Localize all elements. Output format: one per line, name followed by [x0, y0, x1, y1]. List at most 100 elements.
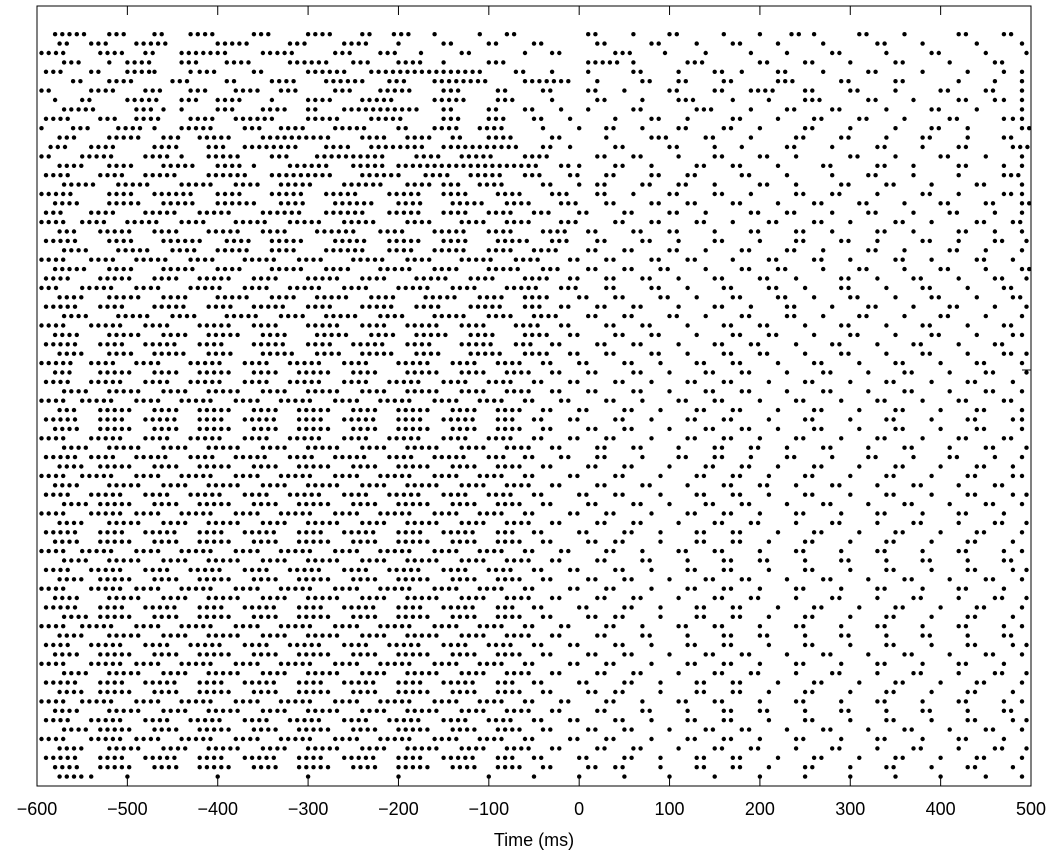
spike-dot: [837, 520, 842, 526]
spike-dot: [284, 238, 289, 244]
spike-dot: [394, 436, 399, 441]
spike-dot: [548, 407, 553, 413]
spike-dot: [240, 736, 246, 742]
spike-dot: [130, 126, 135, 131]
spike-dot: [472, 727, 477, 732]
spike-dot: [157, 530, 163, 535]
spike-dot: [257, 530, 262, 535]
spike-dot: [965, 351, 970, 356]
spike-dot: [121, 79, 126, 84]
spike-dot: [282, 520, 287, 526]
spike-dot: [488, 257, 493, 262]
spike-dot: [504, 483, 510, 488]
spike-dot: [152, 689, 157, 695]
spike-dot: [367, 135, 372, 140]
spike-dot: [446, 473, 452, 479]
spike-dot: [387, 191, 392, 197]
spike-dot: [150, 530, 155, 535]
spike-dot: [539, 642, 544, 648]
spike-dot: [242, 642, 247, 648]
spike-dot: [277, 248, 282, 253]
spike-dot: [604, 173, 609, 178]
spike-dot: [938, 266, 943, 272]
spike-dot: [483, 304, 488, 309]
spike-dot: [419, 69, 425, 75]
spike-dot: [446, 586, 452, 591]
spike-dot: [396, 173, 401, 178]
spike-dot: [385, 548, 390, 554]
spike-dot: [929, 107, 934, 112]
spike-dot: [513, 144, 519, 150]
spike-dot: [604, 436, 609, 441]
spike-dot: [544, 332, 549, 338]
spike-dot: [481, 708, 486, 713]
spike-dot: [260, 558, 266, 563]
spike-dot: [380, 257, 385, 262]
spike-dot: [493, 436, 499, 441]
spike-dot: [260, 107, 266, 112]
spike-dot: [327, 483, 332, 488]
spike-dot: [233, 473, 238, 479]
spike-dot: [114, 32, 119, 37]
spike-dot: [76, 501, 81, 507]
spike-dot: [461, 313, 466, 319]
spike-dot: [730, 539, 735, 544]
spike-dot: [737, 765, 743, 770]
spike-dot: [674, 191, 679, 197]
spike-dot: [419, 746, 425, 751]
spike-dot: [519, 558, 524, 563]
spike-dot: [378, 511, 383, 516]
spike-dot: [434, 389, 439, 394]
spike-dot: [528, 257, 533, 262]
spike-dot: [436, 304, 441, 309]
spike-dot: [331, 191, 336, 197]
spike-dot: [728, 285, 734, 291]
spike-dot: [448, 718, 454, 723]
spike-dot: [956, 32, 961, 37]
spike-dot: [399, 88, 405, 93]
spike-dot: [463, 718, 468, 723]
spike-dot: [219, 755, 224, 760]
spike-dot: [911, 304, 916, 309]
spike-dot: [455, 210, 461, 215]
spike-dot: [441, 680, 446, 685]
spike-dot: [159, 765, 164, 770]
spike-dot: [219, 577, 224, 582]
spike-dot: [206, 351, 211, 356]
spike-dot: [757, 736, 763, 742]
spike-dot: [613, 492, 618, 497]
spike-dot: [929, 417, 934, 422]
spike-dot: [64, 407, 70, 413]
spike-dot: [828, 652, 833, 657]
spike-dot: [748, 454, 754, 460]
spike-dot: [264, 605, 269, 610]
spike-dot: [613, 417, 618, 422]
spike-dot: [432, 229, 437, 234]
spike-dot: [150, 379, 155, 385]
spike-dot: [649, 285, 654, 291]
spike-dot: [60, 539, 65, 544]
spike-dot: [175, 445, 181, 450]
spike-dot: [251, 464, 257, 469]
spike-dot: [273, 464, 278, 469]
spike-dot: [622, 755, 627, 760]
spike-dot: [521, 323, 526, 328]
spike-dot: [365, 689, 370, 695]
spike-dot: [577, 163, 582, 168]
spike-dot: [197, 238, 202, 244]
spike-dot: [69, 389, 74, 394]
spike-dot: [197, 680, 202, 685]
spike-dot: [152, 426, 157, 432]
spike-dot: [929, 219, 934, 225]
spike-dot: [51, 680, 56, 685]
spike-dot: [381, 671, 387, 676]
spike-dot: [372, 370, 378, 375]
spike-dot: [211, 577, 217, 582]
spike-dot: [356, 41, 361, 46]
spike-dot: [530, 79, 535, 84]
spike-dot: [333, 88, 338, 93]
spike-dot: [374, 595, 379, 601]
spike-dot: [746, 266, 752, 272]
spike-dot: [380, 163, 385, 168]
spike-dot: [295, 642, 300, 648]
